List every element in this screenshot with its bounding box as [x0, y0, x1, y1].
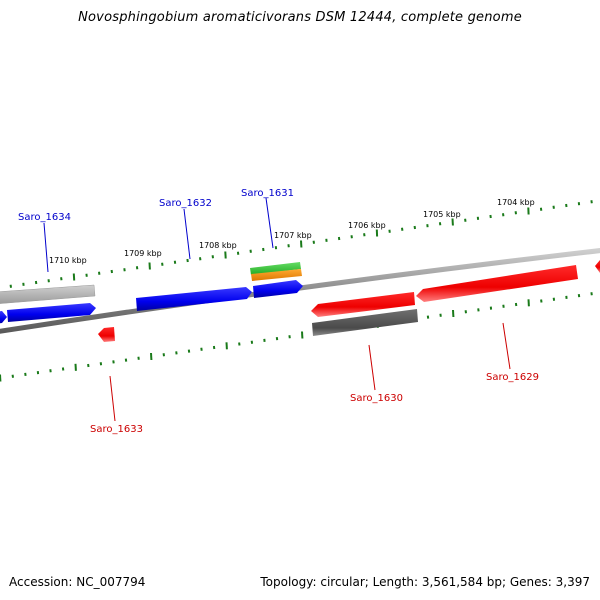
gene-labels: Saro_1634 Saro_1632 Saro_1631 Saro_1633 …: [18, 188, 539, 435]
gene-arrow-saro-1634[interactable]: [7, 303, 96, 322]
topology-label: Topology: circular; Length: 3,561,584 bp…: [260, 575, 590, 589]
gene-label-saro-1630[interactable]: Saro_1630: [350, 393, 403, 404]
leader-saro-1629: [502, 322, 511, 370]
kbp-label-1710: 1710 kbp: [49, 256, 87, 265]
gene-label-saro-1631[interactable]: Saro_1631: [241, 188, 294, 199]
gene-arrow-saro-1631[interactable]: [253, 280, 303, 298]
leader-saro-1630: [368, 344, 376, 391]
kbp-label-1706: 1706 kbp: [348, 221, 386, 230]
gene-label-saro-1633[interactable]: Saro_1633: [90, 424, 143, 435]
gene-arrow-saro-1630[interactable]: [311, 292, 415, 317]
leader-saro-1634: [43, 222, 49, 273]
leader-saro-1632: [183, 208, 191, 260]
gene-label-saro-1634[interactable]: Saro_1634: [18, 212, 71, 223]
kbp-label-1704: 1704 kbp: [497, 198, 535, 207]
gene-label-saro-1629[interactable]: Saro_1629: [486, 372, 539, 383]
leader-saro-1631: [265, 197, 274, 249]
gene-arrow-saro-1633[interactable]: [98, 327, 115, 342]
gene-leader-lines: [43, 197, 511, 422]
feature-green-bar[interactable]: [250, 262, 301, 275]
kbp-label-1709: 1709 kbp: [124, 249, 162, 258]
kbp-tick-track-upper: [9, 200, 593, 288]
gene-arrow-saro-1632[interactable]: [136, 287, 252, 311]
accession-label: Accession: NC_007794: [9, 575, 146, 589]
gene-arrow-blue-edge[interactable]: [0, 311, 7, 324]
gene-label-saro-1632[interactable]: Saro_1632: [159, 198, 212, 209]
gene-bar-dark[interactable]: [312, 309, 418, 336]
gene-arrow-saro-1629[interactable]: [416, 265, 578, 302]
kbp-label-group: 1710 kbp 1709 kbp 1708 kbp 1707 kbp 1706…: [49, 198, 535, 265]
feature-orange-bar[interactable]: [251, 269, 302, 281]
kbp-label-1705: 1705 kbp: [423, 210, 461, 219]
kbp-label-1707: 1707 kbp: [274, 231, 312, 240]
kbp-label-1708: 1708 kbp: [199, 241, 237, 250]
leader-saro-1633: [109, 375, 116, 422]
gene-arrow-red-edge[interactable]: [595, 259, 600, 273]
gene-arrow-pseudo-left[interactable]: [0, 284, 96, 304]
genome-title: Novosphingobium aromaticivorans DSM 1244…: [78, 10, 522, 25]
